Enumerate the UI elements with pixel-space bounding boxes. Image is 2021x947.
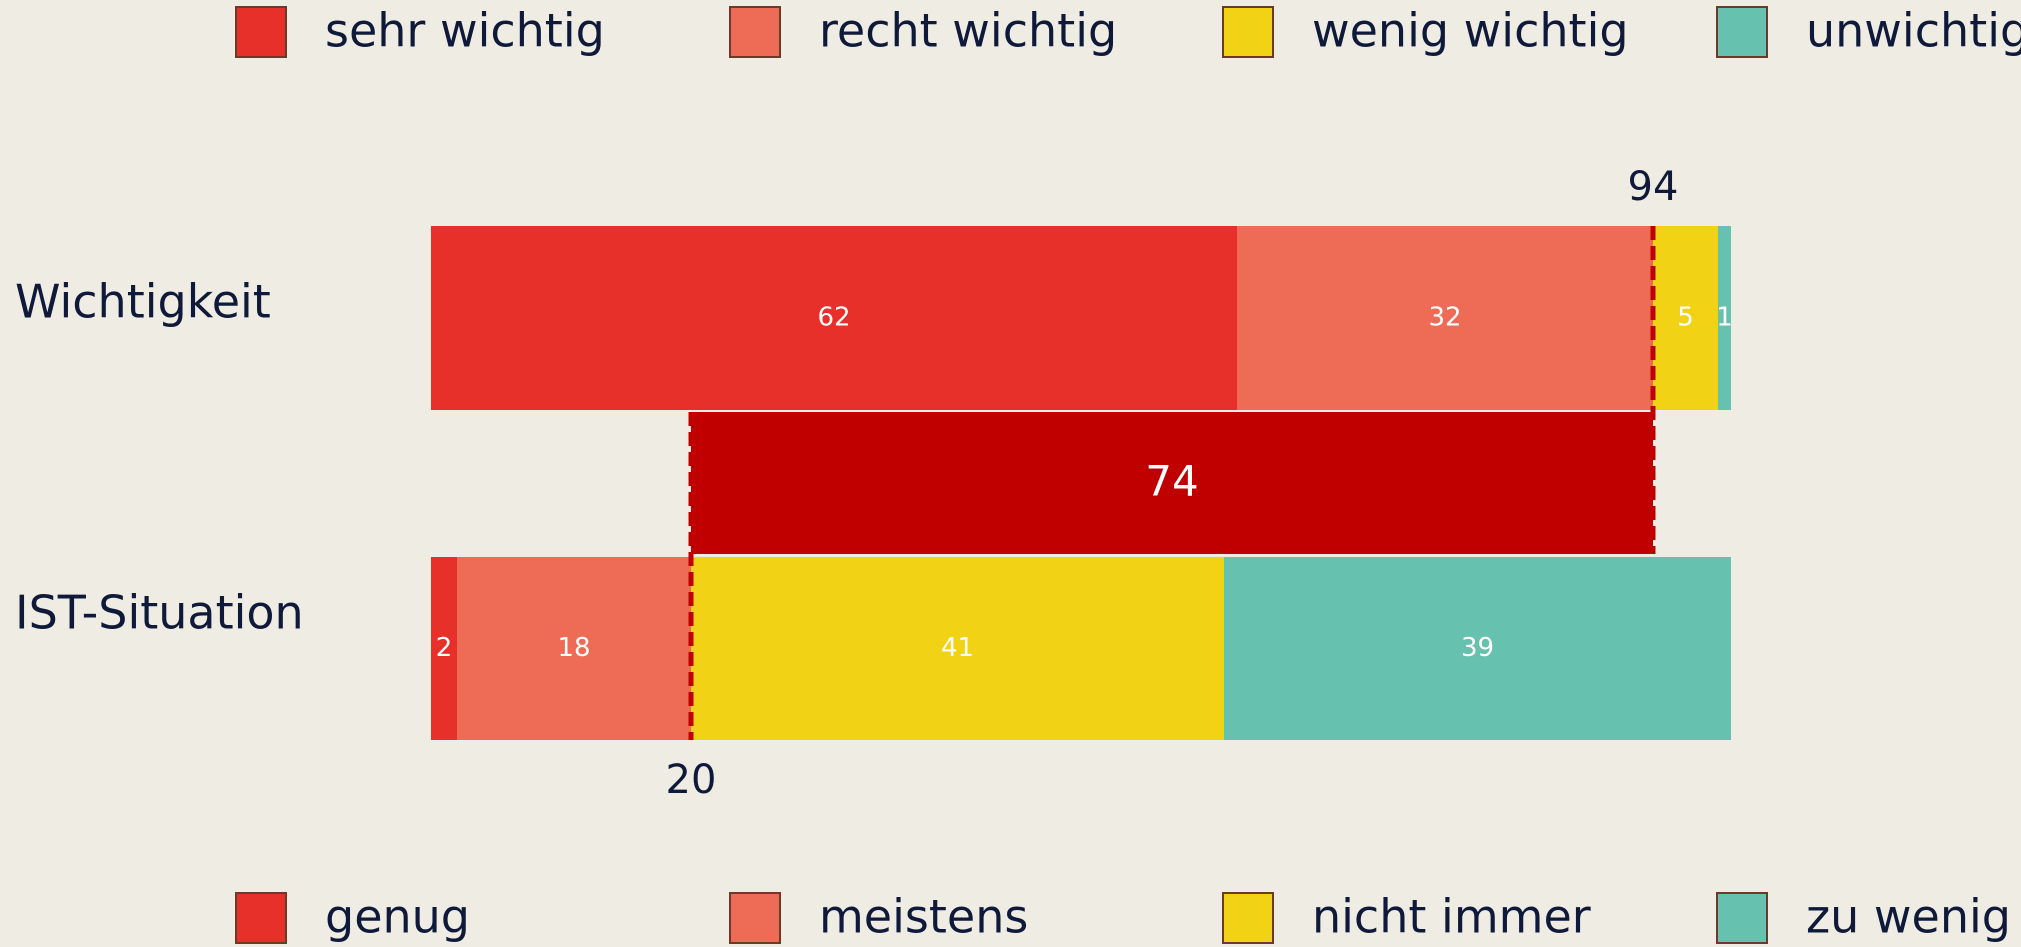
gap-label: 74 [1145,457,1198,506]
data-label: 62 [817,303,850,333]
category-label: IST-Situation [15,586,304,640]
data-label: 18 [557,633,590,663]
legend-label: unwichtig [1806,4,2021,58]
bar-segment [1653,226,1718,410]
legend-swatch [1716,892,1768,944]
bar-segment [1718,226,1731,410]
legend-swatch [235,6,287,58]
legend-label: meistens [819,890,1028,944]
data-label: 2 [436,633,453,663]
bar-segment [431,226,1237,410]
legend-swatch [235,892,287,944]
legend-label: nicht immer [1312,890,1591,944]
legend-label: zu wenig [1806,890,2011,944]
bar-segment [457,557,691,740]
legend-swatch [729,6,781,58]
gap-bar [691,412,1653,554]
data-label: 32 [1428,303,1461,333]
data-label: 41 [941,633,974,663]
legend-swatch [1222,892,1274,944]
bar-segment [431,557,457,740]
marker-label: 94 [1628,164,1679,210]
legend-label: recht wichtig [819,4,1117,58]
legend-swatch [729,892,781,944]
data-label: 5 [1677,303,1694,333]
bar-segment [1237,226,1653,410]
category-label: Wichtigkeit [15,275,271,329]
legend-swatch [1716,6,1768,58]
legend-label: genug [325,890,470,944]
legend-label: sehr wichtig [325,4,605,58]
legend-swatch [1222,6,1274,58]
bar-segment [1224,557,1731,740]
bar-segment [691,557,1224,740]
data-label: 39 [1461,633,1494,663]
legend-label: wenig wichtig [1312,4,1629,58]
marker-label: 20 [666,757,717,803]
data-label: 1 [1716,303,1733,333]
